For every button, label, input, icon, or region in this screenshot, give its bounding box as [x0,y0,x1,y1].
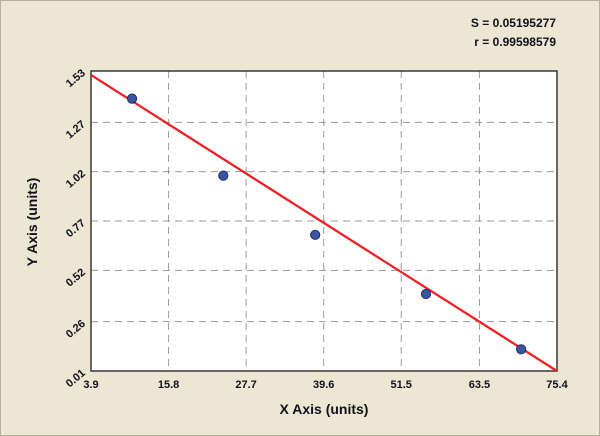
stat-r-value: r = 0.99598579 [474,34,556,49]
data-point [310,229,321,240]
y-axis-label: Y Axis (units) [24,177,40,267]
x-tick-label: 39.6 [313,379,334,391]
x-tick-label: 3.9 [83,379,98,391]
y-tick-label: 0.52 [64,266,88,289]
data-point [218,170,229,181]
x-tick-label: 75.4 [546,379,568,391]
y-tick-label: 1.27 [64,118,88,141]
y-tick-label: 1.02 [64,168,88,191]
stat-s-value: S = 0.05195277 [470,16,556,30]
data-point [126,93,138,104]
data-point [516,344,527,355]
fit-line [90,73,558,372]
y-tick-label: 1.53 [64,67,88,90]
y-tick-label: 0.77 [64,217,88,240]
plot-border [90,70,558,372]
x-axis-label: X Axis (units) [279,401,369,417]
data-point [420,288,432,300]
y-tick-label: 0.26 [64,318,88,341]
x-tick-label: 27.7 [235,379,256,391]
x-tick-label: 63.5 [469,379,490,391]
x-tick-label: 51.5 [391,379,412,391]
stats-block: S = 0.05195277 r = 0.99598579 [471,14,556,51]
x-tick-label: 15.8 [158,379,179,391]
